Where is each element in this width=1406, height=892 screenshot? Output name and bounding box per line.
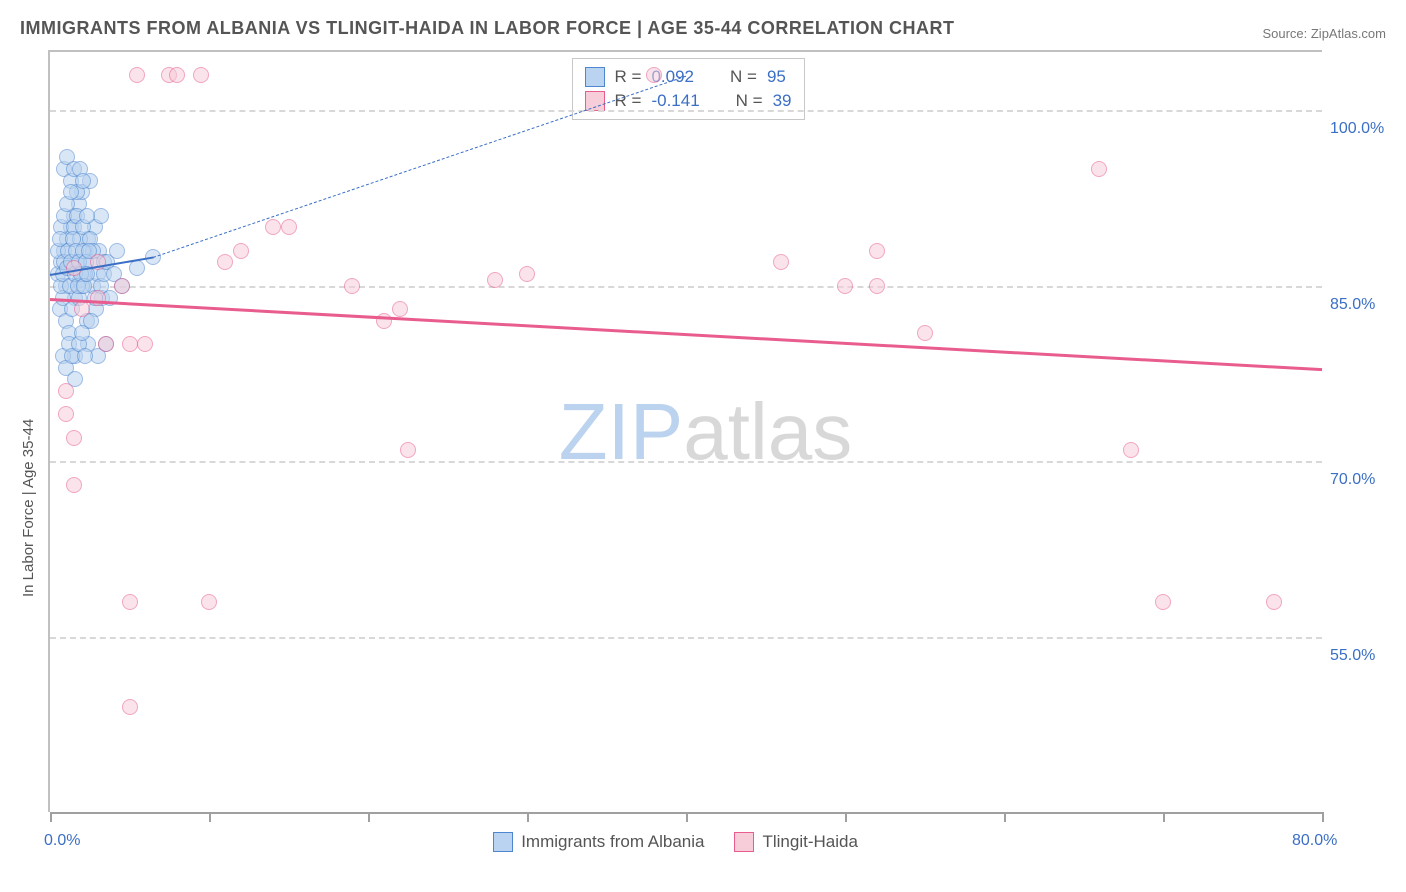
x-axis-end-label: 80.0% bbox=[1292, 832, 1337, 850]
data-point bbox=[109, 243, 125, 259]
source-prefix: Source: bbox=[1262, 26, 1310, 41]
watermark: ZIPatlas bbox=[559, 386, 852, 478]
legend-label: Immigrants from Albania bbox=[521, 832, 704, 852]
data-point bbox=[193, 67, 209, 83]
data-point bbox=[869, 278, 885, 294]
y-tick-label: 55.0% bbox=[1330, 647, 1375, 665]
data-point bbox=[129, 260, 145, 276]
data-point bbox=[122, 699, 138, 715]
source-label: Source: ZipAtlas.com bbox=[1262, 26, 1386, 41]
data-point bbox=[79, 208, 95, 224]
legend-row: R = -0.141N = 39 bbox=[585, 89, 792, 113]
data-point bbox=[122, 594, 138, 610]
legend-row: R = 0.092N = 95 bbox=[585, 65, 792, 89]
data-point bbox=[201, 594, 217, 610]
data-point bbox=[233, 243, 249, 259]
data-point bbox=[74, 301, 90, 317]
legend-item: Tlingit-Haida bbox=[734, 832, 857, 852]
data-point bbox=[344, 278, 360, 294]
data-point bbox=[281, 219, 297, 235]
data-point bbox=[265, 219, 281, 235]
x-axis-start-label: 0.0% bbox=[44, 832, 80, 850]
y-axis-label: In Labor Force | Age 35-44 bbox=[20, 419, 37, 597]
data-point bbox=[869, 243, 885, 259]
data-point bbox=[93, 208, 109, 224]
data-point bbox=[122, 336, 138, 352]
y-tick-label: 100.0% bbox=[1330, 120, 1384, 138]
series-legend: Immigrants from Albania Tlingit-Haida bbox=[493, 832, 858, 852]
y-tick-label: 85.0% bbox=[1330, 296, 1375, 314]
y-tick-label: 70.0% bbox=[1330, 471, 1375, 489]
legend-item: Immigrants from Albania bbox=[493, 832, 704, 852]
data-point bbox=[66, 477, 82, 493]
data-point bbox=[217, 254, 233, 270]
data-point bbox=[1091, 161, 1107, 177]
data-point bbox=[137, 336, 153, 352]
legend-label: Tlingit-Haida bbox=[762, 832, 857, 852]
data-point bbox=[63, 184, 79, 200]
trend-line bbox=[153, 75, 686, 257]
legend-swatch bbox=[734, 832, 754, 852]
data-point bbox=[773, 254, 789, 270]
data-point bbox=[400, 442, 416, 458]
legend-swatch bbox=[493, 832, 513, 852]
data-point bbox=[98, 336, 114, 352]
chart-container: IMMIGRANTS FROM ALBANIA VS TLINGIT-HAIDA… bbox=[0, 0, 1406, 892]
data-point bbox=[1123, 442, 1139, 458]
data-point bbox=[74, 325, 90, 341]
data-point bbox=[75, 173, 91, 189]
chart-title: IMMIGRANTS FROM ALBANIA VS TLINGIT-HAIDA… bbox=[20, 18, 955, 39]
data-point bbox=[392, 301, 408, 317]
legend-swatch bbox=[585, 67, 605, 87]
data-point bbox=[917, 325, 933, 341]
data-point bbox=[1155, 594, 1171, 610]
data-point bbox=[58, 406, 74, 422]
data-point bbox=[129, 67, 145, 83]
source-link[interactable]: ZipAtlas.com bbox=[1311, 26, 1386, 41]
data-point bbox=[66, 430, 82, 446]
data-point bbox=[837, 278, 853, 294]
plot-area: ZIPatlas R = 0.092N = 95R = -0.141N = 39… bbox=[48, 50, 1322, 812]
data-point bbox=[169, 67, 185, 83]
data-point bbox=[77, 348, 93, 364]
data-point bbox=[114, 278, 130, 294]
data-point bbox=[58, 383, 74, 399]
data-point bbox=[519, 266, 535, 282]
trend-line bbox=[50, 298, 1322, 371]
data-point bbox=[1266, 594, 1282, 610]
